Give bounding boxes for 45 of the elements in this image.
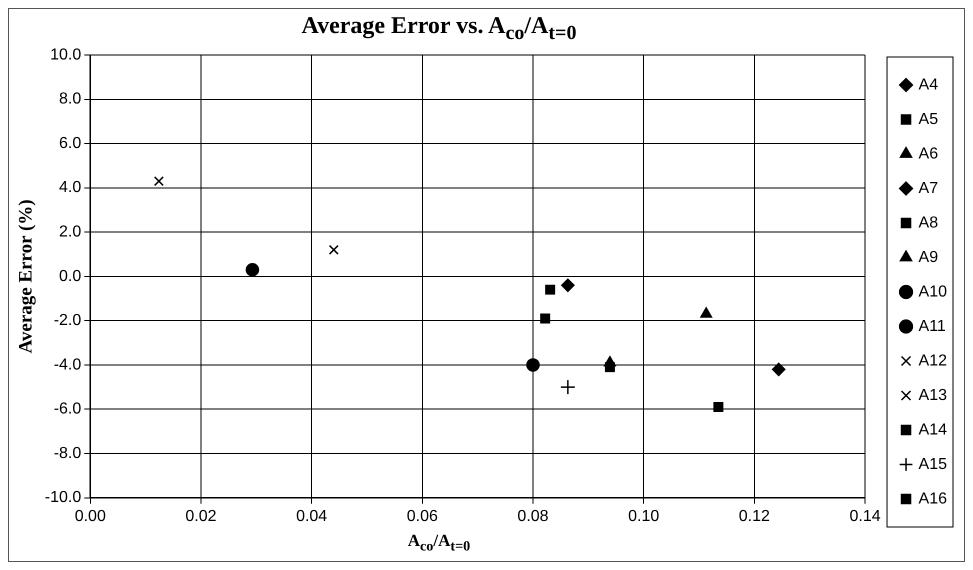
legend-label: A9: [918, 248, 938, 266]
legend-label: A11: [918, 318, 946, 335]
y-tick-label: -6.0: [54, 400, 82, 418]
x-tick-label: 0.06: [406, 508, 438, 525]
legend-label: A12: [918, 352, 948, 370]
y-tick-label: 10.0: [50, 46, 82, 64]
legend-label: A10: [918, 283, 948, 300]
point: [246, 263, 260, 277]
legend-label: A14: [918, 421, 948, 438]
y-tick-label: 4.0: [59, 179, 82, 196]
legend-label: A8: [918, 214, 938, 232]
y-axis-title: Average Error (%): [15, 199, 36, 354]
legend-label: A4: [918, 76, 938, 94]
legend-label: A5: [918, 110, 938, 128]
chart-title: Average Error vs. A$_{co}$/A$_{t=0}$: [300, 13, 578, 45]
legend-label: A15: [918, 456, 948, 473]
legend-label: A16: [918, 490, 948, 508]
point: [772, 362, 786, 376]
x-tick-label: 0.04: [296, 508, 328, 525]
x-tick-label: 0.12: [738, 508, 770, 525]
x-tick-label: 0.08: [517, 508, 549, 525]
point: [154, 176, 164, 186]
point: [713, 402, 724, 412]
legend-label: A6: [918, 145, 938, 162]
y-tick-label: 6.0: [59, 134, 82, 152]
point: [540, 313, 550, 324]
y-tick-label: -2.0: [54, 312, 82, 330]
x-tick-label: 0.02: [185, 508, 217, 525]
x-axis-title: A$_{co}$/A$_{t=0}$: [406, 531, 472, 556]
legend-label: A7: [918, 180, 938, 197]
point: [526, 358, 540, 372]
y-tick-label: 0.0: [59, 268, 82, 285]
y-tick-label: -8.0: [54, 444, 82, 462]
y-tick-label: 2.0: [59, 224, 82, 241]
x-tick-label: 0.10: [628, 508, 660, 525]
y-tick-label: 8.0: [59, 90, 82, 108]
y-tick-label: -4.0: [54, 356, 82, 374]
point: [560, 379, 576, 395]
x-tick-label: 0.14: [849, 508, 881, 525]
point: [328, 244, 339, 255]
y-tick-label: -10.0: [44, 489, 82, 506]
x-tick-label: 0.00: [74, 508, 106, 525]
point: [561, 278, 575, 292]
legend-label: A13: [918, 386, 948, 404]
point: [545, 284, 556, 295]
